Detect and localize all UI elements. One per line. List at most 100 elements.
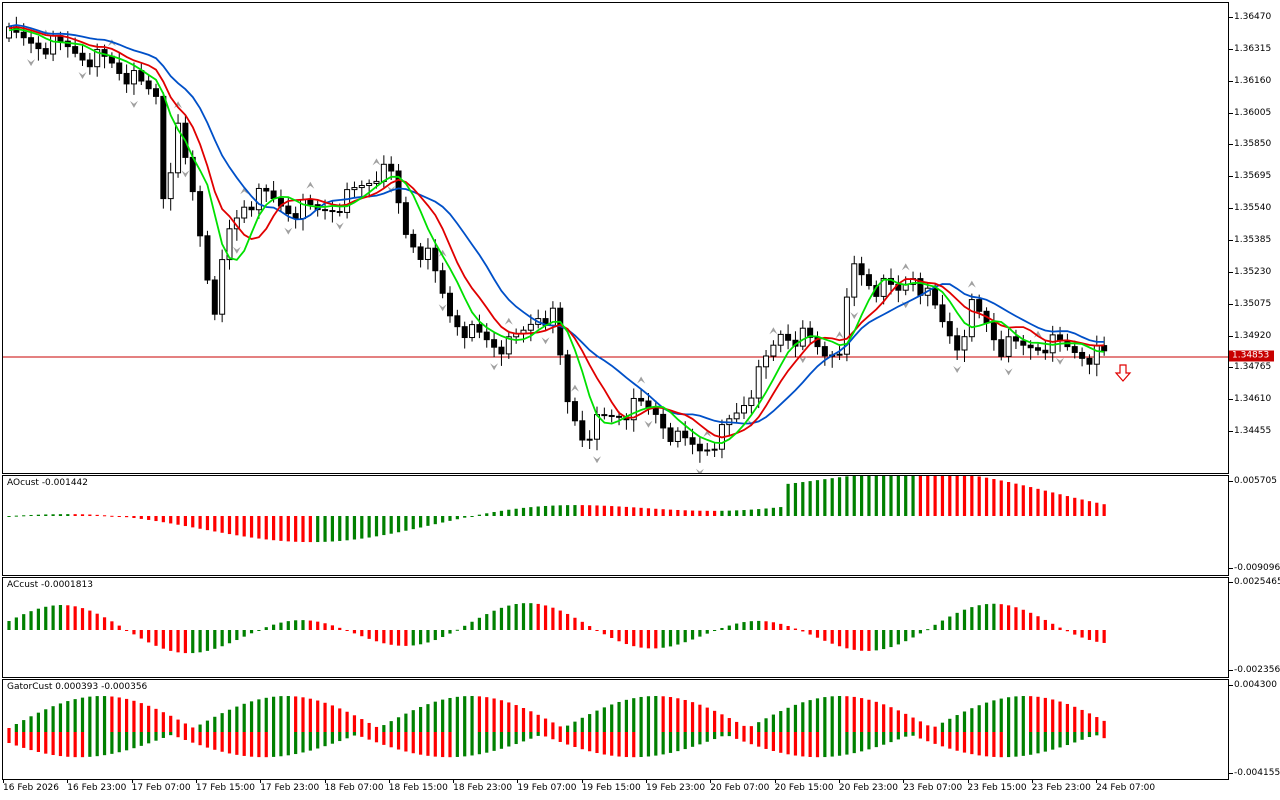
ac-bar — [492, 610, 496, 630]
time-label: 19 Feb 23:00 — [646, 780, 706, 793]
bull-candle — [630, 397, 637, 421]
ao-bar — [360, 516, 364, 539]
ao-bar — [1036, 488, 1040, 516]
ao-bar — [132, 516, 136, 519]
gator-upper-bar — [1014, 696, 1018, 732]
ac-bar — [191, 630, 195, 654]
ao-bar — [279, 516, 283, 541]
ac-bar — [837, 630, 842, 647]
gator-lower-bar — [830, 732, 834, 757]
gator-upper-bar — [249, 701, 254, 732]
ac-bar — [125, 630, 129, 631]
price-chart-canvas[interactable] — [3, 3, 1228, 473]
ac-bar — [1087, 630, 1092, 640]
gator-lower-bar — [1080, 732, 1084, 740]
gator-lower-bar — [720, 732, 724, 737]
bear-candle — [145, 80, 152, 90]
fractal-up-icon — [703, 430, 712, 437]
gator-upper-bar — [580, 717, 584, 732]
gator-upper-bar — [242, 703, 246, 732]
gator-lower-bar — [735, 732, 739, 739]
gator-upper-bar — [661, 696, 665, 732]
ac-bar — [529, 603, 533, 630]
bear-candle — [579, 420, 586, 441]
gator-upper-bar — [1036, 696, 1040, 732]
gator-upper-bar — [837, 696, 842, 732]
bull-candle — [219, 259, 226, 315]
ac-bar — [176, 630, 180, 653]
ac-bar — [352, 630, 357, 634]
bear-candle — [601, 414, 608, 417]
fractal-up-icon — [637, 376, 646, 384]
ac-bar — [463, 625, 467, 630]
ao-bar — [117, 516, 121, 517]
ac-bar — [918, 630, 922, 634]
bull-candle — [241, 206, 248, 219]
fractal-down-icon — [593, 456, 601, 464]
gator-lower-bar — [507, 732, 511, 747]
gator-upper-bar — [764, 718, 768, 732]
bear-candle — [785, 333, 792, 341]
bull-candle — [733, 412, 740, 420]
gator-upper-bar — [845, 696, 849, 732]
ac-bar — [610, 630, 614, 638]
gator-upper-bar — [139, 703, 143, 732]
gator-upper-bar — [29, 716, 33, 732]
gator-upper-bar — [426, 704, 430, 732]
gator-upper-bar — [191, 727, 195, 732]
ao-bar — [713, 510, 717, 516]
gator-lower-bar — [852, 732, 856, 754]
ac-bar — [999, 604, 1003, 630]
fractal-down-icon — [1056, 357, 1065, 365]
gator-lower-bar — [801, 732, 805, 757]
gator-upper-bar — [955, 715, 959, 732]
ao-bar — [110, 515, 114, 517]
gator-lower-bar — [676, 732, 680, 752]
ao-bar — [955, 476, 959, 516]
ao-bar — [948, 476, 952, 516]
ao-panel[interactable]: AOcust -0.001442 — [2, 475, 1229, 576]
ac-bar — [257, 630, 261, 631]
gator-upper-bar — [749, 726, 753, 732]
ac-bar — [801, 630, 805, 632]
ac-bar — [962, 609, 967, 630]
gator-upper-bar — [948, 718, 952, 732]
gator-upper-bar — [823, 697, 827, 732]
gator-upper-bar — [727, 718, 731, 732]
gator-lower-bar — [948, 732, 952, 749]
ac-bar — [1007, 605, 1011, 630]
gator-lower-bar — [742, 732, 746, 742]
ac-bar — [338, 627, 342, 630]
fractal-up-icon — [372, 158, 381, 166]
gator-upper-bar — [874, 701, 878, 732]
gator-upper-bar — [448, 697, 452, 732]
bear-candle — [571, 401, 578, 422]
gator-lower-bar — [926, 732, 930, 742]
bear-candle — [432, 247, 439, 272]
price-chart[interactable] — [2, 2, 1229, 474]
gator-upper-bar — [639, 696, 643, 732]
gator-upper-bar — [1007, 697, 1011, 732]
gator-lower-bar — [779, 732, 783, 753]
bull-candle — [586, 438, 593, 441]
ac-bar — [1102, 630, 1106, 643]
gator-upper-bar — [529, 711, 533, 732]
bull-candle — [851, 263, 858, 298]
ao-bar — [1014, 483, 1018, 516]
ac-panel[interactable]: ACcust -0.0001813 — [2, 577, 1229, 678]
gator-lower-bar — [198, 732, 202, 746]
ac-bar — [374, 630, 379, 642]
bull-candle — [1093, 345, 1100, 365]
gator-panel[interactable]: GatorCust 0.000393 -0.000356 — [2, 679, 1229, 780]
ao-bar — [382, 516, 386, 536]
ao-bar — [389, 516, 393, 534]
gator-lower-bar — [984, 732, 989, 757]
ao-bar — [580, 505, 584, 516]
bear-candle — [285, 205, 292, 215]
ao-bar — [396, 516, 401, 533]
time-label: 17 Feb 07:00 — [131, 780, 191, 793]
gator-lower-bar — [573, 732, 577, 747]
alligator-jaw-line — [8, 24, 1105, 425]
gator-upper-bar — [632, 698, 636, 732]
gator-lower-bar — [823, 732, 827, 758]
